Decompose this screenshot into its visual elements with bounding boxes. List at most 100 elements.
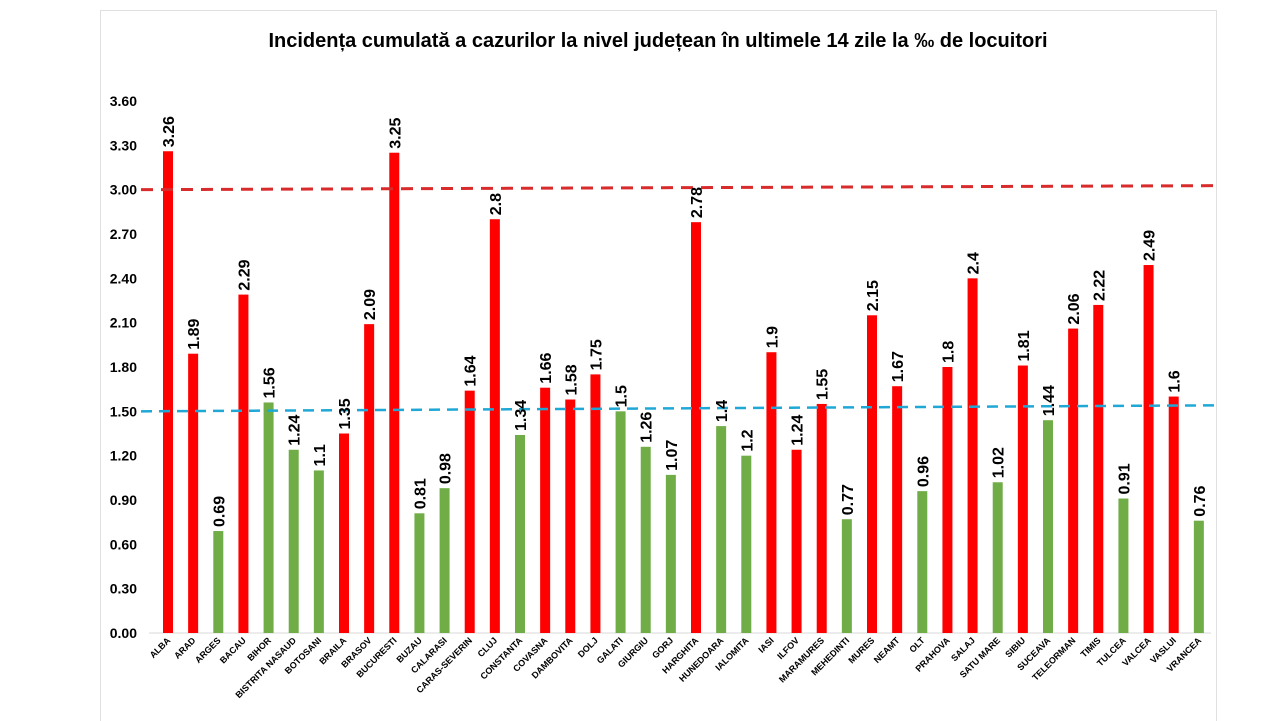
data-label: 1.9 (764, 326, 781, 348)
bar (791, 449, 802, 633)
data-label: 2.29 (236, 259, 253, 290)
data-label: 1.55 (815, 369, 832, 400)
bar (766, 352, 777, 633)
data-label: 1.67 (890, 351, 907, 382)
data-label: 1.2 (739, 429, 756, 451)
data-label: 0.69 (211, 496, 228, 527)
y-tick-label: 0.00 (110, 625, 137, 641)
bar (163, 151, 173, 633)
data-label: 1.44 (1041, 385, 1058, 416)
data-label: 2.15 (865, 280, 882, 311)
x-tick-label: IASI (756, 635, 775, 654)
x-tick-label: BACAU (218, 635, 248, 665)
x-tick-label: CLUJ (476, 635, 500, 659)
bar (464, 390, 475, 633)
bar (892, 386, 903, 633)
data-label: 2.78 (689, 187, 706, 218)
x-tick-label: NEAMT (872, 635, 902, 665)
data-label: 1.24 (287, 415, 304, 446)
data-label: 1.1 (312, 444, 329, 466)
data-label: 1.81 (1016, 330, 1033, 361)
bar (942, 367, 953, 633)
bar (816, 403, 827, 633)
bar (565, 399, 576, 633)
y-tick-label: 1.50 (110, 403, 137, 419)
y-tick-label: 3.00 (110, 182, 137, 198)
bar (238, 294, 249, 633)
bar (1143, 265, 1154, 633)
y-tick-label: 2.70 (110, 226, 137, 242)
bar (841, 519, 852, 633)
y-tick-label: 3.30 (110, 137, 137, 153)
bar (1168, 396, 1179, 633)
data-label: 0.96 (915, 456, 932, 487)
bar (1118, 498, 1129, 633)
data-label: 1.07 (664, 440, 681, 471)
bar (1043, 420, 1053, 633)
bar (1193, 520, 1204, 633)
data-label: 2.09 (362, 289, 379, 320)
data-label: 1.75 (588, 339, 605, 370)
bar (339, 433, 349, 633)
chart-frame: Incidența cumulată a cazurilor la nivel … (100, 10, 1217, 721)
bar (414, 513, 425, 633)
bar (489, 219, 500, 633)
bar (364, 324, 375, 633)
data-label: 1.6 (1167, 370, 1184, 392)
bar (1068, 328, 1079, 633)
data-label: 0.77 (840, 484, 857, 515)
y-tick-label: 1.80 (110, 359, 137, 375)
bar (439, 488, 450, 633)
data-label: 2.4 (966, 252, 983, 274)
data-label: 1.64 (463, 355, 480, 386)
data-label: 2.8 (488, 193, 505, 215)
y-tick-label: 0.90 (110, 492, 137, 508)
bar (188, 353, 199, 633)
bar (263, 402, 274, 633)
data-label: 1.24 (790, 415, 807, 446)
y-tick-label: 0.30 (110, 581, 137, 597)
data-label: 1.58 (563, 364, 580, 395)
data-label: 1.34 (513, 400, 530, 431)
bar (515, 434, 525, 633)
bar (389, 152, 400, 633)
data-label: 3.25 (387, 117, 404, 148)
bar (867, 315, 877, 633)
data-label: 1.5 (614, 385, 631, 407)
bar-chart: Incidența cumulată a cazurilor la nivel … (110, 30, 1216, 700)
data-label: 1.66 (538, 352, 555, 383)
y-tick-label: 2.10 (110, 315, 137, 331)
bar (590, 374, 601, 633)
bar (967, 278, 978, 633)
bar (1093, 304, 1104, 633)
x-tick-label: OLT (907, 635, 927, 655)
y-tick-label: 3.60 (110, 93, 137, 109)
bar (540, 387, 551, 633)
chart-title: Incidența cumulată a cazurilor la nivel … (268, 30, 1047, 52)
y-tick-label: 0.60 (110, 536, 137, 552)
data-label: 1.89 (186, 318, 203, 349)
bar (288, 449, 299, 633)
bar (213, 531, 224, 633)
data-label: 1.8 (940, 341, 957, 363)
data-label: 1.35 (337, 398, 354, 429)
bar (313, 470, 324, 633)
data-label: 3.26 (161, 116, 178, 147)
bar (917, 491, 928, 633)
data-label: 1.4 (714, 400, 731, 422)
y-tick-label: 2.40 (110, 270, 137, 286)
data-label: 2.22 (1091, 270, 1108, 301)
bar (716, 426, 727, 633)
data-label: 2.06 (1066, 293, 1083, 324)
data-label: 2.49 (1142, 230, 1159, 261)
bar (1017, 365, 1028, 633)
data-label: 0.91 (1116, 463, 1133, 494)
y-tick-label: 1.20 (110, 448, 137, 464)
data-label: 0.81 (412, 478, 429, 509)
red-threshold-line (140, 184, 1216, 192)
bar (691, 222, 701, 633)
bar (992, 482, 1003, 633)
bar (615, 411, 626, 633)
data-label: 1.56 (262, 367, 279, 398)
bar (640, 446, 651, 633)
